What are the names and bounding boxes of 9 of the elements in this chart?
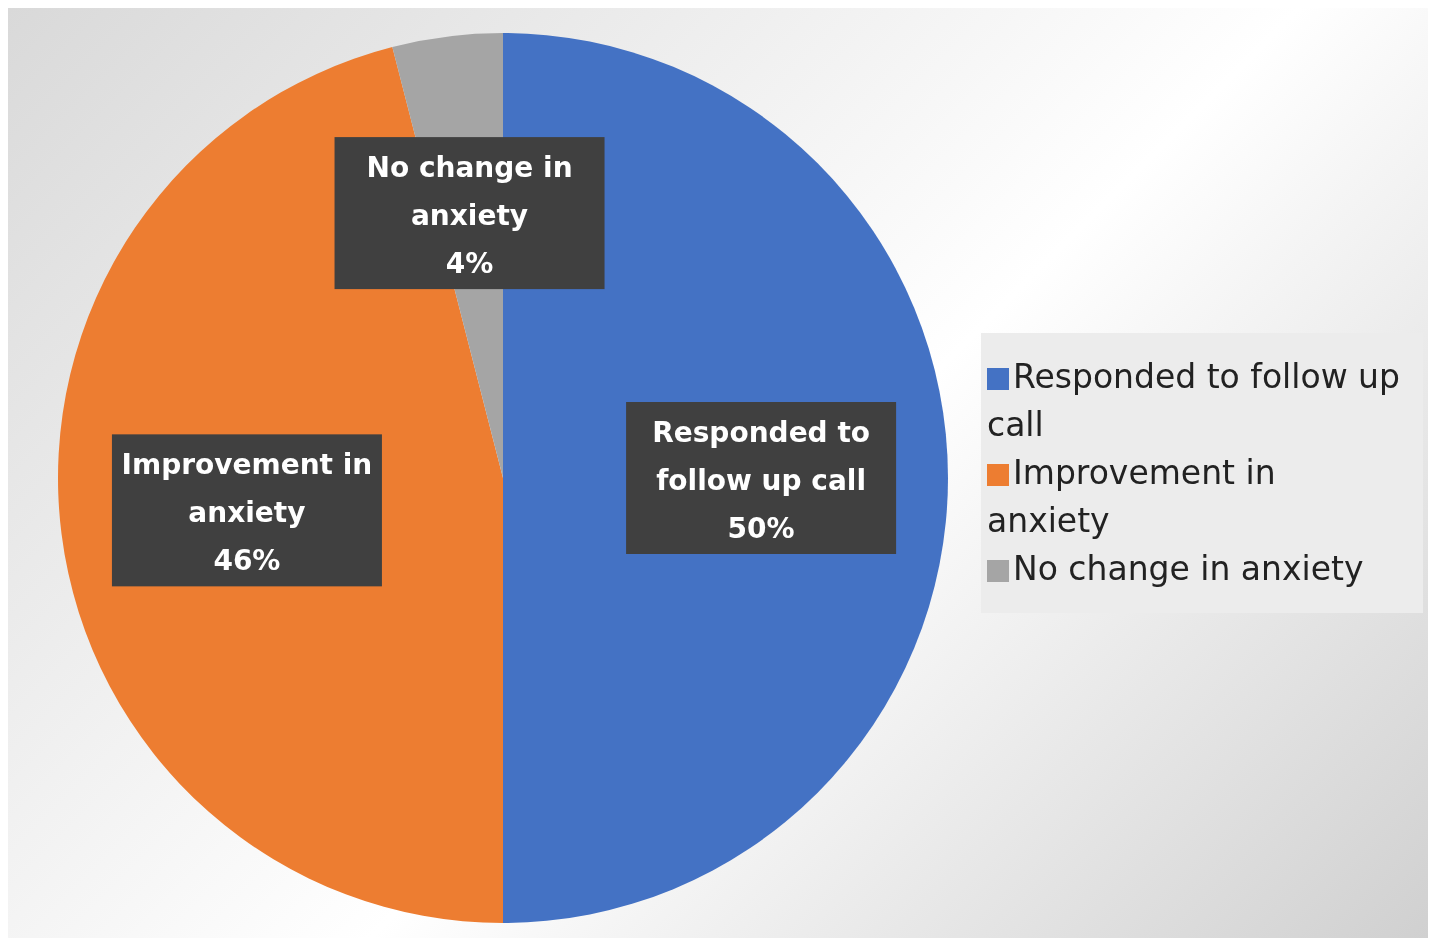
slice-label: Responded to follow up call (652, 416, 871, 497)
legend-label: Improvement in anxiety (987, 453, 1276, 540)
data-label: 46% (213, 544, 281, 578)
data-label: 4% (445, 247, 494, 281)
slice-label: Improvement in anxiety (121, 448, 373, 530)
legend-label: Responded to follow up call (987, 357, 1400, 444)
slice-label: No change in anxiety (366, 151, 573, 233)
data-label: 50% (727, 512, 795, 545)
legend-label: No change in anxiety (1013, 549, 1364, 588)
